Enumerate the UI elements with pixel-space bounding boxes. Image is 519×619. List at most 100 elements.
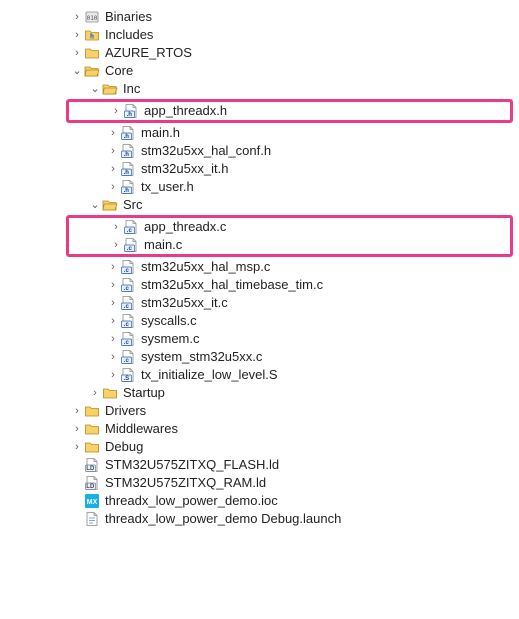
expand-closed-icon[interactable]: ›: [106, 294, 120, 312]
tree-item[interactable]: › LD STM32U575ZITXQ_RAM.ld: [0, 474, 519, 492]
svg-text:LD: LD: [86, 466, 95, 472]
includes-icon: h: [84, 27, 100, 43]
tree-item[interactable]: › 010 Binaries: [0, 8, 519, 26]
tree-item-label: STM32U575ZITXQ_FLASH.ld: [104, 456, 279, 474]
expand-closed-icon[interactable]: ›: [70, 438, 84, 456]
expand-closed-icon[interactable]: ›: [70, 402, 84, 420]
tree-item[interactable]: ⌄ Core: [0, 62, 519, 80]
tree-item[interactable]: › .S tx_initialize_low_level.S: [0, 366, 519, 384]
expand-closed-icon[interactable]: ›: [70, 44, 84, 62]
svg-text:.h: .h: [124, 152, 130, 158]
expand-closed-icon[interactable]: ›: [106, 348, 120, 366]
folder-open-icon: [84, 63, 100, 79]
tree-item-label: sysmem.c: [140, 330, 200, 348]
tree-item[interactable]: › Debug: [0, 438, 519, 456]
tree-item[interactable]: › .c stm32u5xx_it.c: [0, 294, 519, 312]
expand-closed-icon[interactable]: ›: [109, 102, 123, 120]
tree-item[interactable]: › .c system_stm32u5xx.c: [0, 348, 519, 366]
svg-text:.h: .h: [124, 188, 130, 194]
expand-open-icon[interactable]: ⌄: [88, 196, 102, 214]
c-file-icon: .c: [120, 295, 136, 311]
tree-item[interactable]: › .h main.h: [0, 124, 519, 142]
tree-item[interactable]: › .c app_threadx.c: [69, 218, 510, 236]
expand-none: ›: [70, 492, 84, 510]
tree-item[interactable]: › .c syscalls.c: [0, 312, 519, 330]
c-file-icon: .c: [123, 237, 139, 253]
expand-closed-icon[interactable]: ›: [106, 178, 120, 196]
c-file-icon: .c: [120, 313, 136, 329]
expand-closed-icon[interactable]: ›: [106, 330, 120, 348]
tree-item[interactable]: › LD STM32U575ZITXQ_FLASH.ld: [0, 456, 519, 474]
expand-closed-icon[interactable]: ›: [70, 420, 84, 438]
c-file-icon: .c: [120, 331, 136, 347]
tree-item[interactable]: › .h tx_user.h: [0, 178, 519, 196]
tree-item[interactable]: › Drivers: [0, 402, 519, 420]
expand-closed-icon[interactable]: ›: [106, 276, 120, 294]
h-file-icon: .h: [120, 143, 136, 159]
svg-text:010: 010: [87, 15, 98, 22]
expand-closed-icon[interactable]: ›: [106, 124, 120, 142]
expand-none: ›: [70, 474, 84, 492]
tree-item-label: STM32U575ZITXQ_RAM.ld: [104, 474, 266, 492]
highlight-box: › .h app_threadx.h: [66, 99, 513, 123]
tree-item[interactable]: › MX threadx_low_power_demo.ioc: [0, 492, 519, 510]
tree-item-label: main.h: [140, 124, 180, 142]
tree-item-label: app_threadx.h: [143, 102, 227, 120]
tree-item[interactable]: › .h stm32u5xx_it.h: [0, 160, 519, 178]
tree-item[interactable]: › .c main.c: [69, 236, 510, 254]
expand-closed-icon[interactable]: ›: [106, 366, 120, 384]
expand-open-icon[interactable]: ⌄: [70, 62, 84, 80]
tree-item-label: Drivers: [104, 402, 146, 420]
tree-item-label: Includes: [104, 26, 153, 44]
tree-item[interactable]: › .c stm32u5xx_hal_timebase_tim.c: [0, 276, 519, 294]
expand-closed-icon[interactable]: ›: [106, 312, 120, 330]
expand-closed-icon[interactable]: ›: [106, 142, 120, 160]
h-file-icon: .h: [123, 103, 139, 119]
tree-item[interactable]: › threadx_low_power_demo Debug.launch: [0, 510, 519, 528]
tree-item[interactable]: › .c stm32u5xx_hal_msp.c: [0, 258, 519, 276]
launch-file-icon: [84, 511, 100, 527]
svg-text:.c: .c: [127, 228, 133, 234]
svg-text:.S: .S: [123, 376, 129, 382]
tree-item-label: Src: [122, 196, 143, 214]
tree-item-label: Inc: [122, 80, 140, 98]
tree-item[interactable]: › AZURE_RTOS: [0, 44, 519, 62]
expand-closed-icon[interactable]: ›: [70, 26, 84, 44]
expand-open-icon[interactable]: ⌄: [88, 80, 102, 98]
folder-icon: [102, 385, 118, 401]
tree-item-label: system_stm32u5xx.c: [140, 348, 262, 366]
folder-open-icon: [102, 81, 118, 97]
svg-text:LD: LD: [86, 484, 95, 490]
c-file-icon: .c: [123, 219, 139, 235]
expand-closed-icon[interactable]: ›: [106, 258, 120, 276]
expand-closed-icon[interactable]: ›: [109, 218, 123, 236]
tree-item-label: tx_initialize_low_level.S: [140, 366, 278, 384]
tree-item[interactable]: › .h app_threadx.h: [69, 102, 510, 120]
expand-closed-icon[interactable]: ›: [88, 384, 102, 402]
expand-closed-icon[interactable]: ›: [109, 236, 123, 254]
expand-none: ›: [70, 510, 84, 528]
tree-item-label: tx_user.h: [140, 178, 194, 196]
expand-closed-icon[interactable]: ›: [70, 8, 84, 26]
svg-text:.c: .c: [127, 246, 133, 252]
tree-item[interactable]: › .h stm32u5xx_hal_conf.h: [0, 142, 519, 160]
svg-text:.c: .c: [124, 340, 130, 346]
tree-item-label: Middlewares: [104, 420, 178, 438]
tree-item[interactable]: › h Includes: [0, 26, 519, 44]
tree-item[interactable]: › Startup: [0, 384, 519, 402]
svg-text:.h: .h: [124, 170, 130, 176]
tree-item[interactable]: ⌄ Inc: [0, 80, 519, 98]
tree-item-label: Core: [104, 62, 133, 80]
tree-item-label: app_threadx.c: [143, 218, 226, 236]
h-file-icon: .h: [120, 161, 136, 177]
expand-closed-icon[interactable]: ›: [106, 160, 120, 178]
h-file-icon: .h: [120, 179, 136, 195]
tree-item-label: AZURE_RTOS: [104, 44, 192, 62]
tree-item-label: stm32u5xx_it.h: [140, 160, 228, 178]
tree-item-label: main.c: [143, 236, 182, 254]
svg-text:h: h: [90, 33, 94, 41]
tree-item[interactable]: › Middlewares: [0, 420, 519, 438]
tree-item[interactable]: ⌄ Src: [0, 196, 519, 214]
tree-item[interactable]: › .c sysmem.c: [0, 330, 519, 348]
c-file-icon: .c: [120, 277, 136, 293]
